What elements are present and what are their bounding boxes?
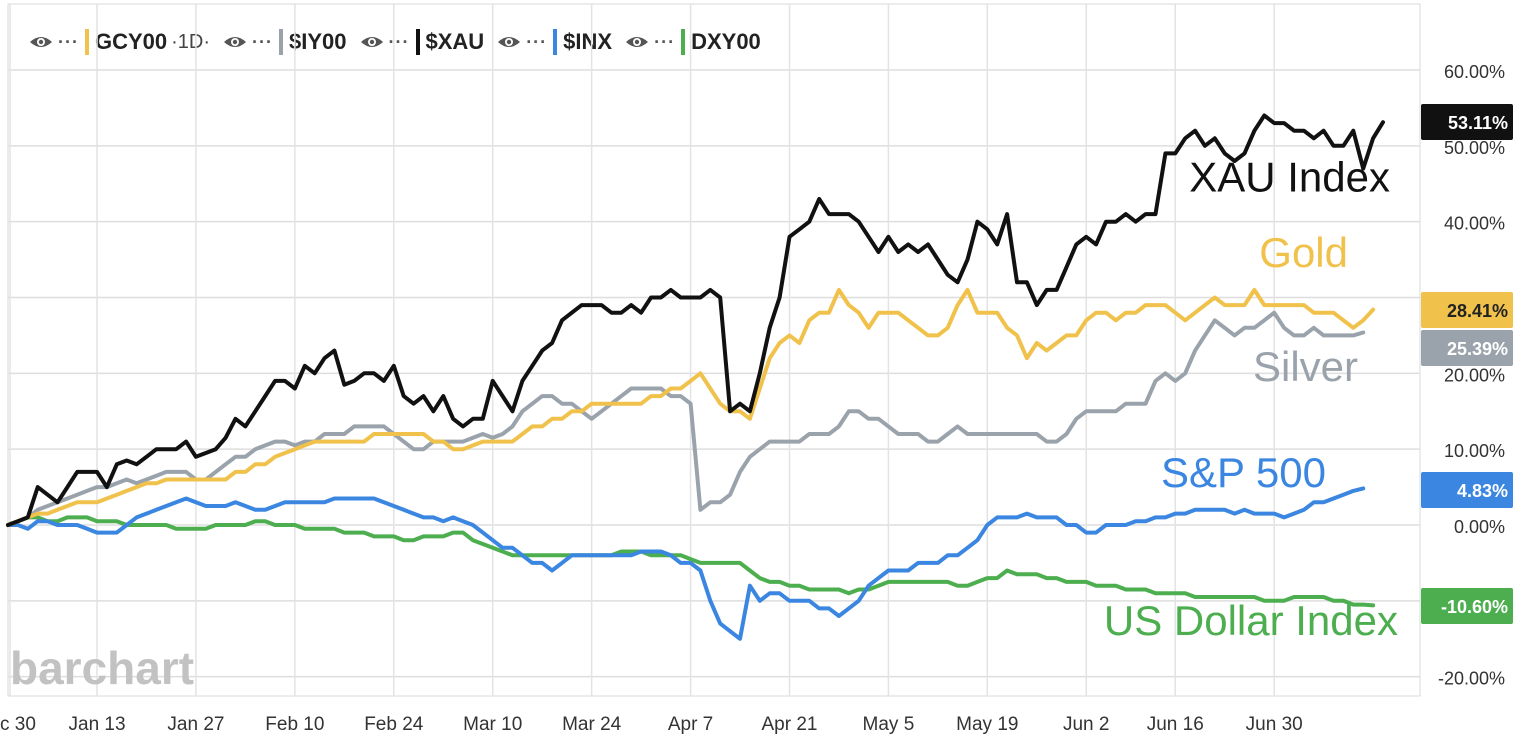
x-tick-label: Apr 21 (761, 714, 817, 735)
series-line-0 (6, 113, 1385, 527)
legend-symbol: GCY00 (94, 29, 168, 54)
last-value-text: 53.11% (1448, 113, 1508, 133)
y-tick-label: 40.00% (1444, 214, 1505, 234)
series-color-swatch (279, 29, 284, 55)
last-value-label-1: 28.41% (1421, 292, 1513, 328)
eye-icon[interactable] (624, 33, 650, 51)
x-tick-label: Jun 30 (1246, 714, 1303, 735)
legend-item-3[interactable]: ··· $INX (496, 29, 612, 55)
legend-symbol: $INX (563, 29, 613, 54)
legend-interval: ·1D· (171, 30, 211, 53)
series-annotation-1: Gold (1259, 229, 1348, 276)
x-tick-label: Jan 13 (69, 714, 126, 735)
last-value-text: 28.41% (1447, 301, 1508, 321)
series-color-swatch (553, 29, 558, 55)
series-line-4 (6, 515, 1376, 608)
y-tick-label: 20.00% (1444, 365, 1505, 385)
eye-icon[interactable] (359, 33, 385, 51)
last-value-label-2: 25.39% (1421, 330, 1513, 366)
legend-item-2[interactable]: ··· $XAU (359, 29, 485, 55)
x-tick-label: May 19 (956, 714, 1018, 735)
x-tick-label: c 30 (0, 714, 36, 735)
last-value-text: 25.39% (1447, 339, 1508, 359)
series-annotations: XAU Index Gold Silver S&P 500 US Dollar Inde… (1104, 153, 1398, 644)
legend-symbol: $XAU (425, 29, 485, 54)
y-tick-label: 10.00% (1444, 441, 1505, 461)
x-tick-label: Jun 16 (1147, 714, 1204, 735)
y-axis: 60.00%50.00%40.00%30.00%20.00%10.00%0.00… (1438, 62, 1505, 689)
more-options-icon[interactable]: ··· (58, 31, 79, 52)
more-options-icon[interactable]: ··· (252, 31, 274, 52)
y-tick-label: 0.00% (1454, 517, 1505, 537)
x-tick-label: Jun 2 (1063, 714, 1109, 735)
series-annotation-2: Silver (1253, 343, 1358, 390)
x-tick-label: Mar 10 (463, 714, 522, 735)
eye-icon[interactable] (496, 33, 522, 51)
last-value-text: -10.60% (1441, 597, 1508, 617)
y-tick-label: 50.00% (1444, 138, 1505, 158)
series-line-3 (6, 486, 1366, 641)
y-tick-label: -20.00% (1438, 669, 1505, 689)
watermark-group: barchart (10, 642, 194, 694)
barchart-watermark: barchart (10, 642, 194, 694)
eye-icon[interactable] (28, 33, 54, 51)
series-color-swatch (84, 29, 89, 55)
x-tick-label: Feb 24 (364, 714, 424, 735)
chart-legend: ··· GCY00·1D· ··· $IY00 ··· $XAU ··· $INX ··· DXY… (28, 24, 773, 60)
x-tick-label: Jan 27 (167, 714, 224, 735)
last-value-label-4: -10.60% (1421, 588, 1513, 624)
eye-icon[interactable] (222, 33, 248, 51)
x-tick-label: Mar 24 (562, 714, 622, 735)
chart-grid (7, 3, 1421, 697)
legend-item-0[interactable]: ··· GCY00·1D· (28, 29, 210, 55)
x-tick-label: Feb 10 (265, 714, 324, 735)
y-tick-label: 60.00% (1444, 62, 1505, 82)
chart-lines (6, 113, 1385, 641)
legend-symbol: DXY00 (691, 29, 761, 54)
series-line-1 (6, 287, 1376, 527)
series-color-swatch (415, 29, 420, 55)
series-annotation-0: XAU Index (1189, 153, 1390, 200)
x-tick-label: Apr 7 (668, 714, 713, 735)
x-tick-label: May 5 (863, 714, 915, 735)
legend-item-1[interactable]: ··· $IY00 (222, 29, 347, 55)
x-axis: c 30 Jan 13 Jan 27 Feb 10 Feb 24 Mar 10 Mar 24… (0, 714, 1303, 735)
last-value-text: 4.83% (1457, 481, 1508, 501)
legend-item-4[interactable]: ··· DXY00 (624, 29, 761, 55)
plot-frame (7, 3, 1421, 697)
last-value-label-0: 53.11% (1421, 104, 1513, 140)
series-annotation-4: US Dollar Index (1104, 597, 1398, 644)
more-options-icon[interactable]: ··· (654, 31, 676, 52)
series-line-2 (6, 310, 1366, 527)
legend-symbol: $IY00 (289, 29, 347, 54)
series-annotation-3: S&P 500 (1161, 449, 1326, 496)
last-value-label-3: 4.83% (1421, 472, 1513, 508)
last-value-labels: 53.11% 28.41% 25.39% 4.83% -10.60% (1421, 104, 1513, 624)
more-options-icon[interactable]: ··· (526, 31, 548, 52)
series-color-swatch (681, 29, 686, 55)
